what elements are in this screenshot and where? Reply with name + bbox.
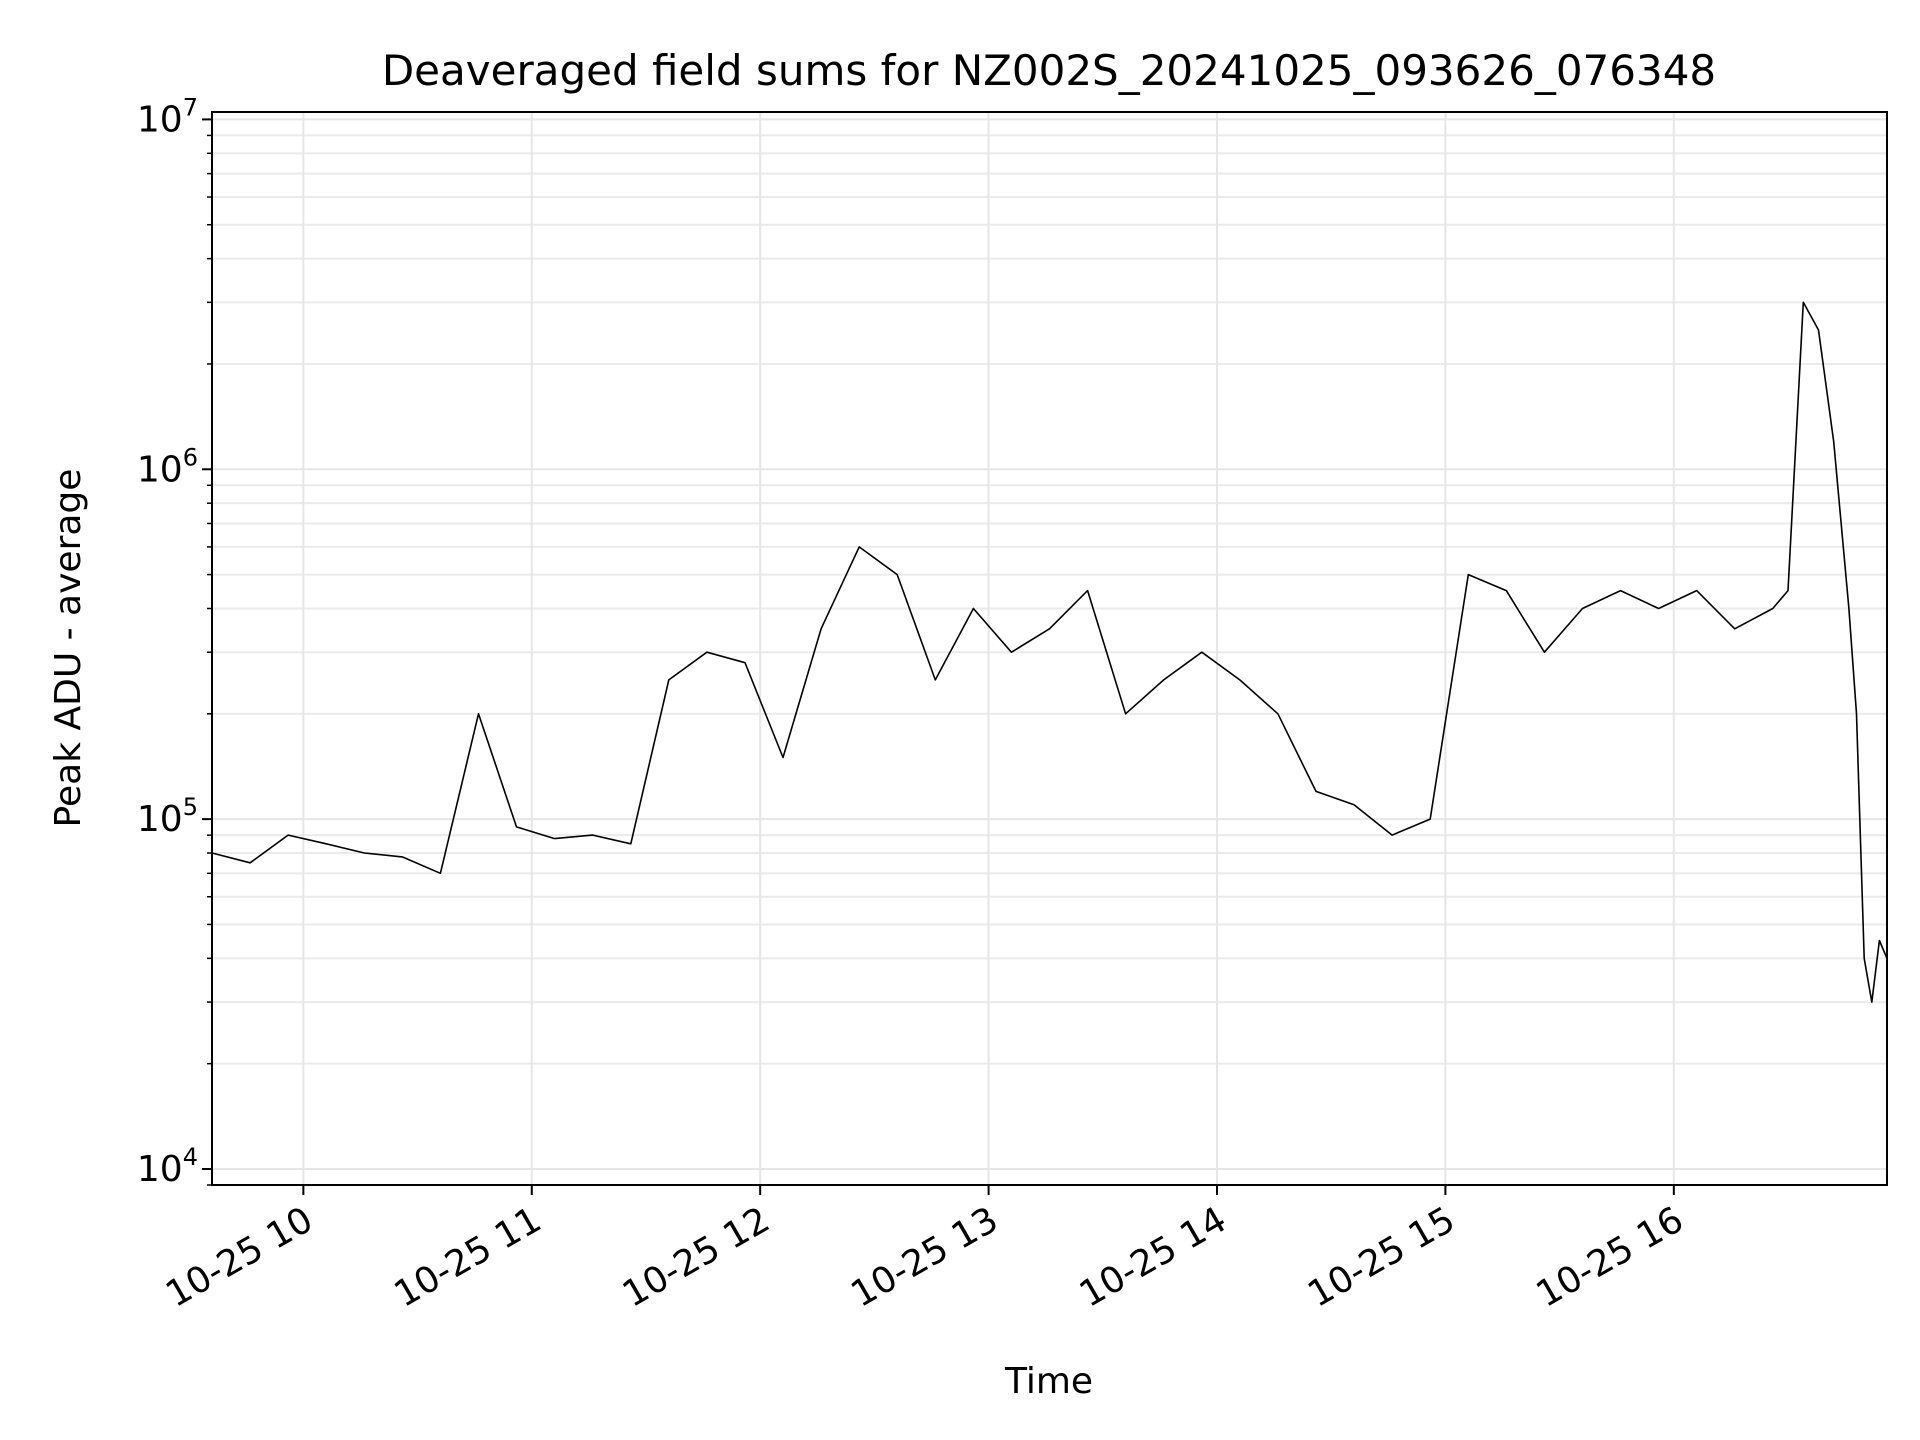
minor-gridlines <box>207 134 1887 1186</box>
y-ticks: 104 105 106 107 <box>137 93 212 1190</box>
series-line <box>211 301 1888 1003</box>
x-axis-label: Time <box>1004 1361 1093 1402</box>
y-tick-label: 104 <box>137 1143 198 1190</box>
series-group <box>211 301 1888 1003</box>
major-gridlines <box>212 112 1887 1185</box>
y-tick-label: 105 <box>137 793 198 840</box>
chart-title: Deaveraged field sums for NZ002S_2024102… <box>382 46 1716 95</box>
y-tick-label: 107 <box>137 93 198 140</box>
plot-frame <box>211 111 1888 1186</box>
y-axis-label: Peak ADU - average <box>48 469 89 828</box>
y-tick-label: 106 <box>137 443 198 490</box>
